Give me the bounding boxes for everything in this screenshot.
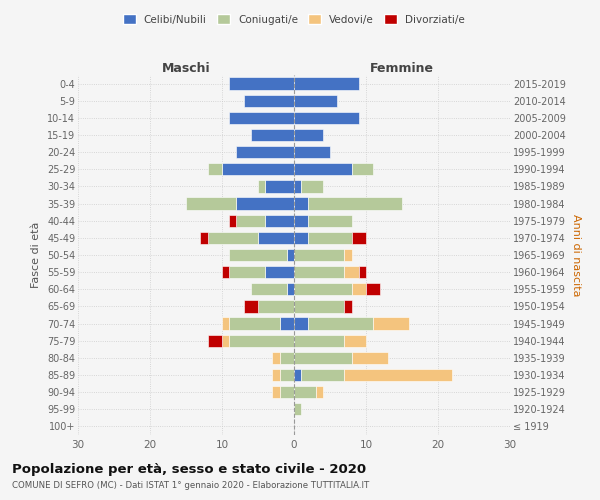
Bar (244, 300, 258, 312)
Bar (294, 94, 337, 107)
Bar (251, 283, 287, 296)
Bar (373, 318, 409, 330)
Bar (359, 266, 366, 278)
Bar (280, 352, 294, 364)
Bar (265, 214, 294, 227)
Bar (308, 232, 352, 244)
Bar (308, 214, 352, 227)
Bar (294, 403, 301, 415)
Bar (251, 129, 294, 141)
Bar (301, 369, 344, 381)
Bar (258, 300, 294, 312)
Bar (366, 283, 380, 296)
Bar (294, 214, 308, 227)
Bar (294, 369, 301, 381)
Bar (301, 180, 323, 192)
Bar (294, 129, 323, 141)
Bar (344, 249, 352, 261)
Bar (308, 318, 373, 330)
Bar (236, 146, 294, 158)
Bar (229, 214, 236, 227)
Bar (344, 369, 452, 381)
Bar (222, 163, 294, 175)
Bar (294, 163, 352, 175)
Bar (229, 249, 287, 261)
Bar (352, 283, 366, 296)
Bar (294, 112, 359, 124)
Bar (344, 334, 366, 347)
Bar (229, 334, 294, 347)
Bar (229, 266, 265, 278)
Bar (294, 146, 330, 158)
Bar (222, 318, 229, 330)
Bar (272, 386, 280, 398)
Bar (186, 198, 236, 209)
Bar (294, 283, 352, 296)
Y-axis label: Anni di nascita: Anni di nascita (571, 214, 581, 296)
Bar (316, 386, 323, 398)
Bar (222, 266, 229, 278)
Text: Femmine: Femmine (370, 62, 434, 75)
Bar (280, 369, 294, 381)
Bar (280, 386, 294, 398)
Text: COMUNE DI SEFRO (MC) - Dati ISTAT 1° gennaio 2020 - Elaborazione TUTTITALIA.IT: COMUNE DI SEFRO (MC) - Dati ISTAT 1° gen… (12, 481, 369, 490)
Bar (265, 180, 294, 192)
Bar (272, 352, 280, 364)
Bar (294, 300, 344, 312)
Bar (294, 249, 344, 261)
Bar (344, 300, 352, 312)
Bar (236, 214, 265, 227)
Bar (352, 352, 388, 364)
Text: Popolazione per età, sesso e stato civile - 2020: Popolazione per età, sesso e stato civil… (12, 462, 366, 475)
Bar (236, 198, 294, 209)
Bar (294, 180, 301, 192)
Bar (308, 198, 402, 209)
Bar (294, 78, 359, 90)
Bar (280, 318, 294, 330)
Bar (229, 318, 280, 330)
Bar (352, 232, 366, 244)
Bar (344, 266, 359, 278)
Text: Maschi: Maschi (161, 62, 211, 75)
Y-axis label: Fasce di età: Fasce di età (31, 222, 41, 288)
Bar (294, 198, 308, 209)
Bar (294, 318, 308, 330)
Bar (294, 352, 352, 364)
Bar (208, 334, 222, 347)
Bar (287, 283, 294, 296)
Bar (208, 232, 258, 244)
Bar (258, 232, 294, 244)
Bar (294, 232, 308, 244)
Bar (294, 386, 316, 398)
Bar (294, 266, 344, 278)
Bar (244, 94, 294, 107)
Bar (229, 112, 294, 124)
Bar (287, 249, 294, 261)
Bar (208, 163, 222, 175)
Bar (200, 232, 208, 244)
Bar (294, 334, 344, 347)
Bar (229, 78, 294, 90)
Bar (222, 334, 229, 347)
Bar (352, 163, 373, 175)
Legend: Celibi/Nubili, Coniugati/e, Vedovi/e, Divorziati/e: Celibi/Nubili, Coniugati/e, Vedovi/e, Di… (119, 10, 469, 29)
Bar (258, 180, 265, 192)
Bar (272, 369, 280, 381)
Bar (265, 266, 294, 278)
